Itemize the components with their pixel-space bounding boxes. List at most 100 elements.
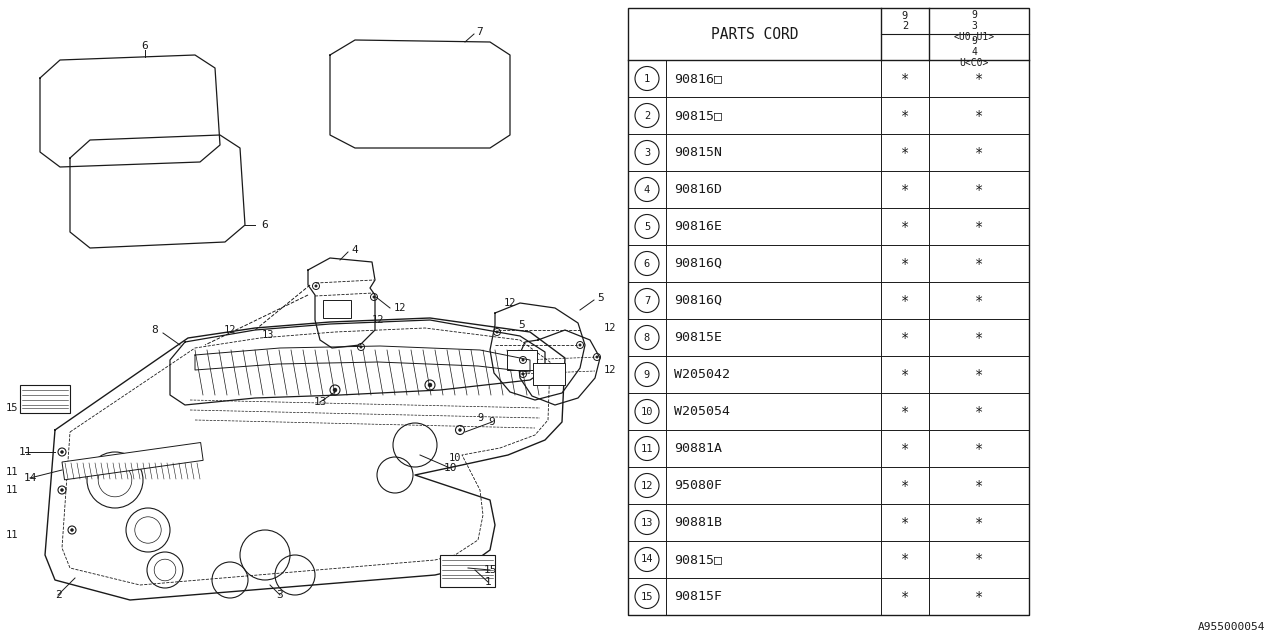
Bar bbox=[20, 385, 70, 413]
Text: 90815□: 90815□ bbox=[675, 109, 722, 122]
Text: 6: 6 bbox=[142, 41, 148, 51]
Text: 10: 10 bbox=[449, 453, 461, 463]
Text: 15: 15 bbox=[484, 565, 497, 575]
Circle shape bbox=[315, 285, 317, 287]
Bar bbox=[323, 300, 351, 318]
Circle shape bbox=[372, 296, 375, 298]
Circle shape bbox=[495, 331, 498, 333]
Text: *: * bbox=[975, 257, 983, 271]
Text: 9
4
U<C0>: 9 4 U<C0> bbox=[959, 36, 988, 68]
Text: *: * bbox=[901, 515, 909, 529]
Text: 90815F: 90815F bbox=[675, 590, 722, 603]
Text: 3: 3 bbox=[644, 147, 650, 157]
Text: 95080F: 95080F bbox=[675, 479, 722, 492]
Text: *: * bbox=[901, 589, 909, 604]
Text: 9: 9 bbox=[644, 369, 650, 380]
Text: *: * bbox=[975, 182, 983, 196]
Circle shape bbox=[458, 429, 462, 431]
Text: 9
2: 9 2 bbox=[902, 11, 908, 31]
Text: PARTS CORD: PARTS CORD bbox=[710, 26, 799, 42]
Text: *: * bbox=[975, 367, 983, 381]
Text: 90815□: 90815□ bbox=[675, 553, 722, 566]
Text: 12: 12 bbox=[371, 315, 384, 325]
Circle shape bbox=[60, 488, 64, 492]
Circle shape bbox=[522, 372, 525, 375]
Text: *: * bbox=[901, 330, 909, 344]
Text: 11: 11 bbox=[5, 530, 18, 540]
Text: 4: 4 bbox=[352, 245, 358, 255]
Text: *: * bbox=[901, 220, 909, 234]
Text: 14: 14 bbox=[23, 473, 37, 483]
Text: *: * bbox=[975, 145, 983, 159]
Text: 90816Q: 90816Q bbox=[675, 257, 722, 270]
Text: 6: 6 bbox=[261, 220, 269, 230]
Text: *: * bbox=[975, 330, 983, 344]
Text: *: * bbox=[975, 515, 983, 529]
Text: 11: 11 bbox=[641, 444, 653, 454]
Text: 90881B: 90881B bbox=[675, 516, 722, 529]
Bar bbox=[507, 350, 538, 370]
Text: 12: 12 bbox=[641, 481, 653, 490]
Text: 13: 13 bbox=[641, 518, 653, 527]
Text: 8: 8 bbox=[644, 333, 650, 342]
Text: *: * bbox=[975, 294, 983, 307]
Text: W205042: W205042 bbox=[675, 368, 730, 381]
Circle shape bbox=[60, 451, 64, 454]
Text: *: * bbox=[901, 257, 909, 271]
Text: *: * bbox=[901, 145, 909, 159]
Text: 8: 8 bbox=[151, 325, 159, 335]
Text: 3: 3 bbox=[276, 590, 283, 600]
Text: 6: 6 bbox=[644, 259, 650, 269]
Bar bbox=[532, 363, 564, 385]
Text: 90881A: 90881A bbox=[675, 442, 722, 455]
Text: *: * bbox=[975, 404, 983, 419]
Bar bbox=[628, 8, 1029, 615]
Text: 15: 15 bbox=[641, 591, 653, 602]
Circle shape bbox=[70, 529, 73, 531]
Text: 13: 13 bbox=[261, 330, 274, 340]
Circle shape bbox=[522, 359, 525, 361]
Text: 90816D: 90816D bbox=[675, 183, 722, 196]
Text: 90816Q: 90816Q bbox=[675, 294, 722, 307]
Text: 9: 9 bbox=[477, 413, 483, 423]
Text: 12: 12 bbox=[604, 323, 616, 333]
Text: 5: 5 bbox=[598, 293, 604, 303]
Circle shape bbox=[360, 346, 362, 348]
Circle shape bbox=[333, 388, 337, 392]
Text: *: * bbox=[901, 552, 909, 566]
Text: 11: 11 bbox=[5, 485, 18, 495]
Text: W205054: W205054 bbox=[675, 405, 730, 418]
Text: *: * bbox=[975, 442, 983, 456]
Text: 1: 1 bbox=[485, 577, 492, 587]
Circle shape bbox=[595, 356, 598, 358]
Text: *: * bbox=[975, 552, 983, 566]
Text: 90816E: 90816E bbox=[675, 220, 722, 233]
Text: 7: 7 bbox=[644, 296, 650, 305]
Text: 12: 12 bbox=[224, 325, 237, 335]
Text: 7: 7 bbox=[476, 27, 484, 37]
Bar bbox=[440, 555, 495, 587]
Text: 90816□: 90816□ bbox=[675, 72, 722, 85]
Text: 2: 2 bbox=[55, 590, 61, 600]
Text: 12: 12 bbox=[504, 298, 516, 308]
Text: 5: 5 bbox=[518, 320, 525, 330]
Text: 11: 11 bbox=[18, 447, 32, 457]
Text: 5: 5 bbox=[644, 221, 650, 232]
Text: *: * bbox=[901, 294, 909, 307]
Text: *: * bbox=[901, 442, 909, 456]
Circle shape bbox=[579, 344, 581, 346]
Text: 14: 14 bbox=[641, 554, 653, 564]
Text: 4: 4 bbox=[644, 184, 650, 195]
Text: 90815E: 90815E bbox=[675, 331, 722, 344]
Text: *: * bbox=[901, 404, 909, 419]
Text: *: * bbox=[901, 109, 909, 122]
Circle shape bbox=[428, 383, 433, 387]
Text: *: * bbox=[975, 72, 983, 86]
Text: A955000054: A955000054 bbox=[1198, 622, 1265, 632]
Text: 12: 12 bbox=[604, 365, 616, 375]
Text: 11: 11 bbox=[5, 467, 18, 477]
Text: *: * bbox=[901, 479, 909, 493]
Text: *: * bbox=[975, 109, 983, 122]
Text: 1: 1 bbox=[644, 74, 650, 83]
Text: *: * bbox=[901, 72, 909, 86]
